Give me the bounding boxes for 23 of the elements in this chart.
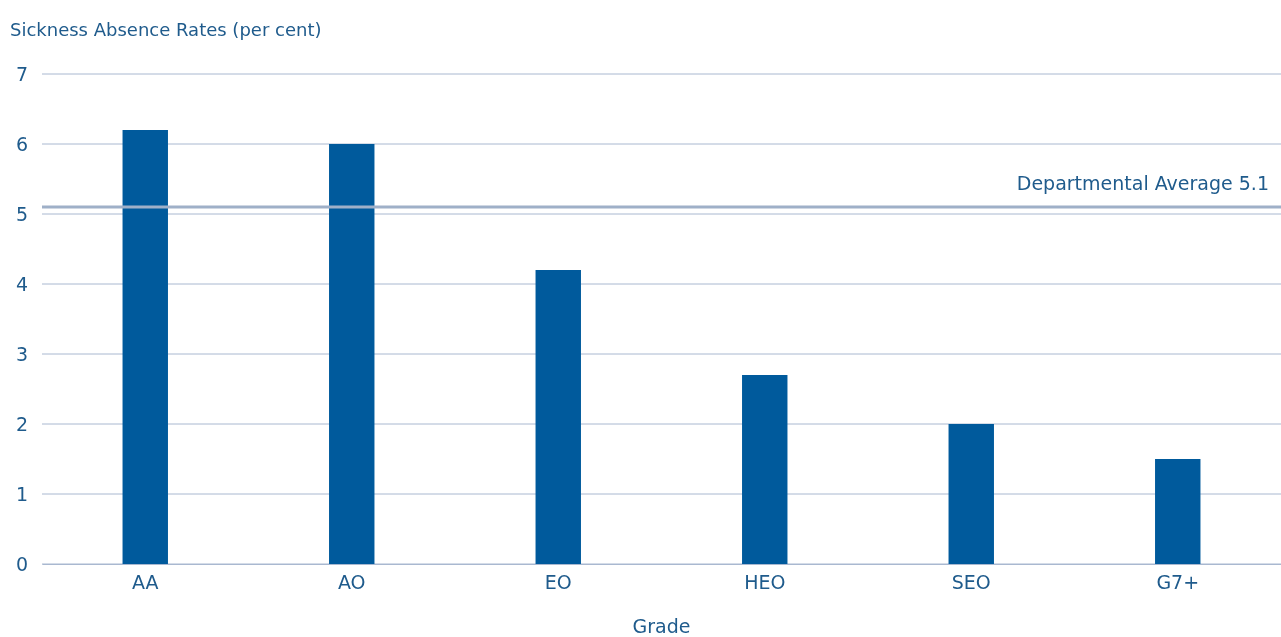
x-tick-label: AO <box>337 571 366 594</box>
x-axis-title: Grade <box>632 615 691 637</box>
x-tick-label: AA <box>131 571 159 594</box>
bar <box>329 144 375 564</box>
y-tick-label: 3 <box>15 342 28 365</box>
bar <box>742 375 788 564</box>
x-tick-label: EO <box>544 571 572 594</box>
y-tick-label: 5 <box>15 202 28 225</box>
bar <box>122 130 168 564</box>
bar <box>1155 459 1201 564</box>
y-tick-label: 4 <box>15 272 28 295</box>
y-axis-title: Sickness Absence Rates (per cent) <box>10 19 322 40</box>
y-tick-label: 2 <box>15 412 28 435</box>
y-tick-label: 0 <box>15 552 28 575</box>
y-tick-label: 7 <box>15 62 28 85</box>
y-tick-label: 1 <box>15 482 28 505</box>
x-tick-label: HEO <box>744 571 786 594</box>
x-tick-label: G7+ <box>1156 571 1200 594</box>
y-tick-label: 6 <box>15 132 28 155</box>
ref-line-label: Departmental Average 5.1 <box>1016 172 1269 194</box>
x-tick-label: SEO <box>951 571 991 594</box>
bar <box>535 270 581 564</box>
bar <box>948 424 994 564</box>
